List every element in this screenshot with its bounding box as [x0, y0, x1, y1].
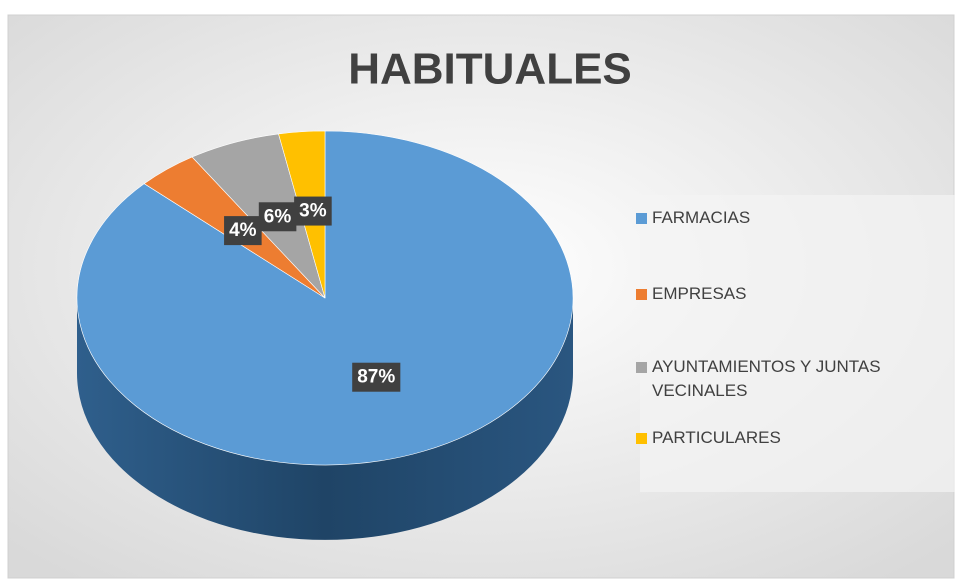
legend-background — [640, 195, 955, 492]
legend-label: EMPRESAS — [652, 284, 747, 303]
data-label: 87% — [352, 362, 401, 392]
legend-swatch — [636, 362, 647, 373]
legend-item: PARTICULARES — [636, 426, 958, 450]
chart-title: HABITUALES — [348, 45, 632, 94]
data-label: 3% — [294, 196, 332, 226]
data-label-box — [294, 196, 332, 226]
legend-swatch — [636, 433, 647, 444]
data-label-text: 87% — [357, 367, 395, 388]
legend-swatch — [636, 289, 647, 300]
slice-side — [77, 298, 573, 540]
legend-item: AYUNTAMIENTOS Y JUNTAS VECINALES — [636, 355, 958, 403]
legend-item: EMPRESAS — [636, 282, 958, 306]
data-label: 6% — [258, 202, 297, 232]
legend-swatch — [636, 213, 647, 224]
legend-label: PARTICULARES — [652, 428, 781, 447]
data-label-text: 4% — [229, 220, 257, 241]
legend-item: FARMACIAS — [636, 206, 958, 230]
data-label-text: 6% — [264, 206, 292, 227]
data-label: 4% — [224, 216, 262, 246]
data-label-text: 3% — [299, 201, 327, 222]
data-label-box — [352, 362, 401, 392]
data-label-box — [258, 202, 297, 232]
data-label-box — [224, 216, 262, 246]
legend-label: FARMACIAS — [652, 208, 751, 227]
legend-label: AYUNTAMIENTOS Y JUNTAS VECINALES — [652, 357, 881, 400]
